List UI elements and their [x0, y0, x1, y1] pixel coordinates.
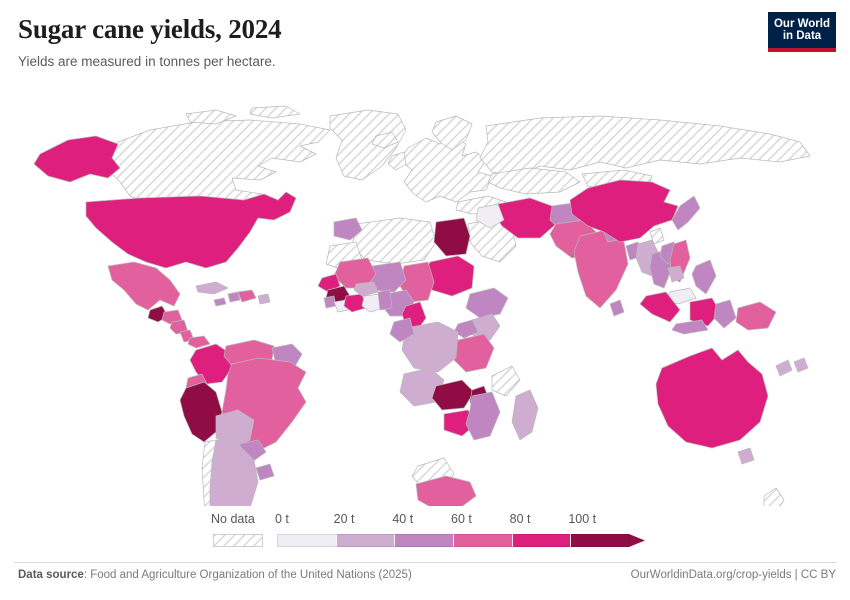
- country-indonesia-borneo[interactable]: [689, 297, 721, 327]
- legend-bin-40t[interactable]: [394, 534, 453, 547]
- country-tasmania[interactable]: [737, 447, 755, 465]
- country-united-states[interactable]: [85, 191, 297, 269]
- country-colombia[interactable]: [189, 343, 233, 385]
- logo-line-1: Our World: [773, 17, 830, 30]
- country-haiti[interactable]: [227, 291, 241, 303]
- country-iraq[interactable]: [475, 203, 505, 229]
- legend-bin-0t[interactable]: [277, 534, 336, 547]
- data-source-text: Data source: Food and Agriculture Organi…: [18, 569, 412, 581]
- country-fiji[interactable]: [793, 357, 809, 373]
- hatch-icon: [214, 535, 262, 546]
- country-dr-congo[interactable]: [401, 321, 459, 373]
- country-ethiopia[interactable]: [465, 287, 509, 319]
- country-panama[interactable]: [187, 335, 211, 349]
- island-iceland[interactable]: [371, 131, 399, 149]
- country-russia[interactable]: [479, 115, 811, 177]
- data-source-colon: :: [83, 569, 91, 581]
- legend-no-data-label: No data: [211, 512, 255, 526]
- logo-line-2: in Data: [782, 30, 822, 42]
- legend-bin-100t[interactable]: [570, 534, 645, 547]
- country-dominican-republic[interactable]: [237, 289, 257, 303]
- chart-header: Sugar cane yields, 2024 Yields are measu…: [18, 12, 738, 71]
- owid-link[interactable]: OurWorldinData.org/crop-yields | CC BY: [630, 569, 836, 581]
- country-greenland[interactable]: [329, 109, 407, 181]
- data-source-prefix: Data source: [18, 569, 84, 581]
- legend-tick-0t: 0 t: [275, 512, 289, 526]
- country-new-zealand[interactable]: [763, 487, 785, 506]
- legend-bin-20t[interactable]: [335, 534, 395, 547]
- data-source-value: Food and Agriculture Organization of the…: [90, 569, 412, 581]
- our-world-in-data-logo[interactable]: Our World in Data: [768, 12, 836, 52]
- legend-tick-80t: 80 t: [509, 512, 531, 526]
- arctic-islands-2[interactable]: [249, 105, 301, 119]
- country-cuba[interactable]: [195, 281, 229, 295]
- legend-bin-separator: [335, 534, 337, 547]
- country-somalia[interactable]: [491, 365, 521, 397]
- country-australia[interactable]: [655, 347, 769, 449]
- page-title: Sugar cane yields, 2024: [18, 14, 282, 44]
- country-south-korea[interactable]: [649, 227, 665, 245]
- legend-tick-20t: 20 t: [333, 512, 355, 526]
- country-scandinavia[interactable]: [431, 115, 473, 151]
- chart-footer: Data source: Food and Agriculture Organi…: [0, 569, 850, 593]
- country-mozambique[interactable]: [465, 391, 501, 441]
- legend-bin-60t[interactable]: [453, 534, 512, 547]
- legend-bin-separator: [394, 534, 396, 547]
- country-morocco[interactable]: [333, 217, 363, 241]
- world-choropleth-map[interactable]: [0, 96, 850, 506]
- country-china[interactable]: [569, 179, 679, 243]
- country-bolivia[interactable]: [215, 409, 255, 449]
- legend-bin-separator: [570, 534, 572, 547]
- country-indonesia-java[interactable]: [671, 319, 709, 335]
- country-argentina[interactable]: [209, 439, 259, 506]
- map-legend[interactable]: No data 0 t 20 t 40 t 60 t 80 t 100 t: [0, 506, 850, 554]
- footer-divider: [14, 562, 836, 563]
- country-papua-new-guinea[interactable]: [735, 301, 777, 331]
- country-kazakhstan[interactable]: [487, 167, 581, 195]
- country-uk-ireland[interactable]: [387, 151, 407, 171]
- country-egypt[interactable]: [433, 217, 471, 257]
- country-sri-lanka[interactable]: [609, 299, 625, 317]
- country-tanzania[interactable]: [451, 333, 495, 373]
- arctic-islands-1[interactable]: [185, 109, 237, 125]
- country-madagascar[interactable]: [511, 389, 539, 441]
- world-map-svg[interactable]: [0, 96, 850, 506]
- page-subtitle: Yields are measured in tonnes per hectar…: [18, 54, 276, 69]
- country-indonesia-sumatra[interactable]: [639, 291, 681, 323]
- legend-tick-100t: 100 t: [568, 512, 597, 526]
- legend-bin-separator: [511, 534, 513, 547]
- island-caribbean-small[interactable]: [257, 293, 271, 305]
- country-indonesia-sulawesi[interactable]: [713, 299, 737, 329]
- country-gabon-congo[interactable]: [389, 317, 415, 343]
- country-alaska[interactable]: [33, 135, 121, 183]
- country-burkina-faso[interactable]: [353, 281, 379, 297]
- legend-bin-80t[interactable]: [511, 534, 571, 547]
- country-mexico[interactable]: [107, 261, 181, 311]
- country-south-africa[interactable]: [415, 475, 477, 506]
- country-new-caledonia[interactable]: [775, 359, 793, 377]
- country-uruguay[interactable]: [255, 463, 275, 481]
- country-peru[interactable]: [179, 381, 223, 443]
- legend-gradient-bar[interactable]: [277, 534, 645, 547]
- country-algeria-libya[interactable]: [351, 217, 437, 265]
- legend-tick-40t: 40 t: [392, 512, 414, 526]
- country-philippines[interactable]: [691, 259, 717, 295]
- country-japan[interactable]: [671, 195, 701, 231]
- country-benin-togo[interactable]: [377, 289, 393, 311]
- country-zambia[interactable]: [431, 379, 475, 411]
- legend-tick-60t: 60 t: [451, 512, 472, 526]
- legend-no-data-swatch[interactable]: [213, 534, 263, 547]
- legend-bin-separator: [453, 534, 454, 547]
- country-cambodia[interactable]: [667, 265, 685, 283]
- country-jamaica[interactable]: [213, 297, 227, 307]
